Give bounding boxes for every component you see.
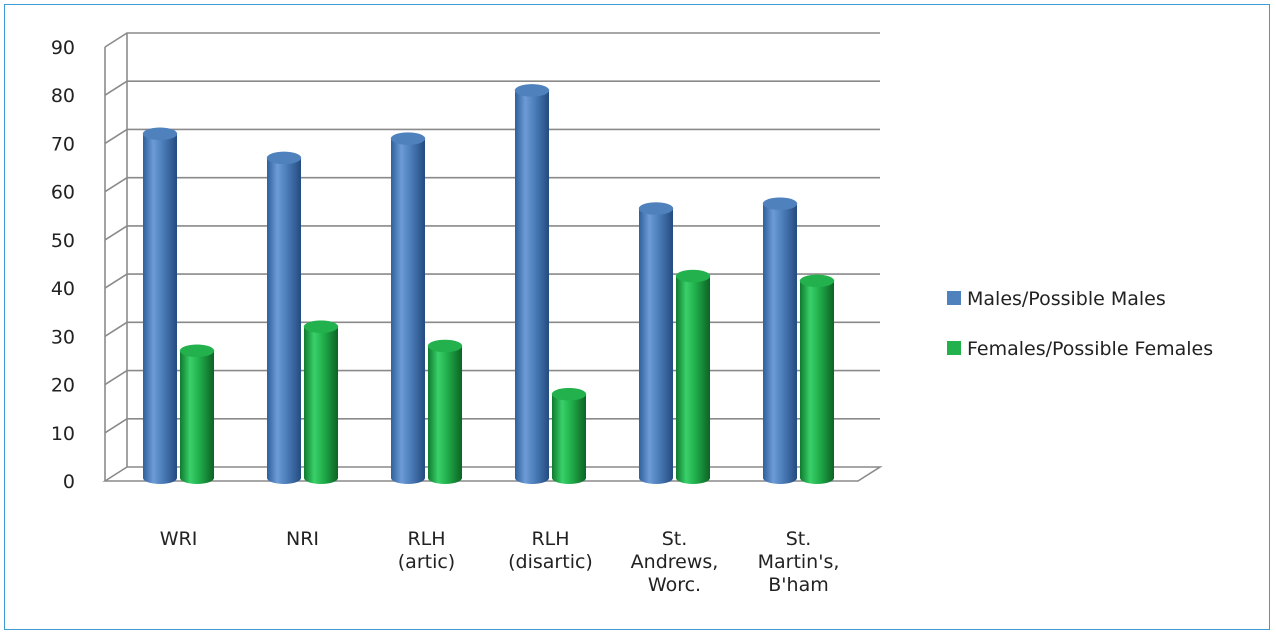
bar-top xyxy=(551,387,587,401)
bar xyxy=(179,344,215,484)
x-category-label: NRI xyxy=(286,528,319,550)
legend-label: Males/Possible Males xyxy=(967,288,1166,310)
x-category-label: WRI xyxy=(160,528,198,550)
bar-top xyxy=(266,151,302,165)
gridline xyxy=(104,80,880,96)
y-tick-label: 30 xyxy=(51,326,75,348)
x-category-label: St. Andrews, Worc. xyxy=(631,528,719,596)
bar-body xyxy=(676,276,710,484)
bar xyxy=(799,274,835,484)
bar-top xyxy=(638,202,674,215)
x-category-label-line: B'ham xyxy=(768,574,828,596)
bar-top xyxy=(514,84,550,97)
x-category-label-line: Martin's, xyxy=(758,551,840,573)
bar-body xyxy=(304,326,338,484)
bar-top xyxy=(762,197,798,210)
bar-body xyxy=(552,394,586,484)
bar-body xyxy=(180,350,214,484)
chart-frame: 0 10 20 30 40 50 60 70 80 90 WRI NRI RLH (artic) RLH (d… xyxy=(4,4,1270,630)
bar xyxy=(551,387,587,484)
gridline xyxy=(104,128,880,145)
bar-top xyxy=(142,127,178,141)
legend-label: Females/Possible Females xyxy=(967,338,1213,360)
x-category-label-line: (disartic) xyxy=(508,551,593,573)
bar xyxy=(762,197,798,484)
x-category-label: RLH (artic) xyxy=(398,528,455,573)
x-category-label: RLH (disartic) xyxy=(508,528,593,573)
y-tick-label: 40 xyxy=(51,278,75,300)
x-category-label-line: RLH xyxy=(407,528,445,550)
x-category-label-line: Worc. xyxy=(648,574,701,596)
x-category-label-line: Andrews, xyxy=(631,551,719,573)
bar xyxy=(303,320,339,484)
bar xyxy=(638,202,674,485)
bar-body xyxy=(143,133,177,485)
bar-body xyxy=(515,90,549,485)
bar-body xyxy=(763,203,797,484)
x-category-label-line: WRI xyxy=(160,528,198,550)
bar-body xyxy=(391,138,425,484)
legend-swatch xyxy=(947,291,961,305)
bar-top xyxy=(427,339,463,353)
bar-body xyxy=(639,208,673,485)
y-tick-label: 50 xyxy=(51,230,75,252)
y-tick-label: 0 xyxy=(63,471,75,493)
x-category-label-line: St. xyxy=(786,528,812,550)
x-category-label-line: NRI xyxy=(286,528,319,550)
y-tick-label: 80 xyxy=(51,85,75,107)
bar-top xyxy=(179,344,215,358)
x-category-label: St. Martin's, B'ham xyxy=(758,528,840,596)
legend-swatch xyxy=(947,341,961,355)
y-tick-label: 20 xyxy=(51,375,75,397)
bar xyxy=(142,127,178,485)
x-category-label-line: RLH xyxy=(531,528,569,550)
bar-top xyxy=(303,320,339,333)
gridline xyxy=(104,32,880,48)
bar-body xyxy=(800,280,834,484)
y-tick-label: 70 xyxy=(51,133,75,155)
y-tick-label: 60 xyxy=(51,182,75,204)
bar-body xyxy=(267,157,301,484)
bar-top xyxy=(390,132,426,145)
bar-top xyxy=(675,269,711,283)
bar xyxy=(427,339,463,484)
x-category-label-line: St. xyxy=(662,528,688,550)
bar xyxy=(514,84,550,485)
bar xyxy=(266,151,302,484)
x-category-label-line: (artic) xyxy=(398,551,455,573)
bar-top xyxy=(799,274,835,288)
bar xyxy=(675,269,711,484)
y-tick-label: 90 xyxy=(51,37,75,59)
bar-body xyxy=(428,345,462,484)
gridline xyxy=(104,176,880,193)
bar xyxy=(390,132,426,484)
y-tick-label: 10 xyxy=(51,423,75,445)
